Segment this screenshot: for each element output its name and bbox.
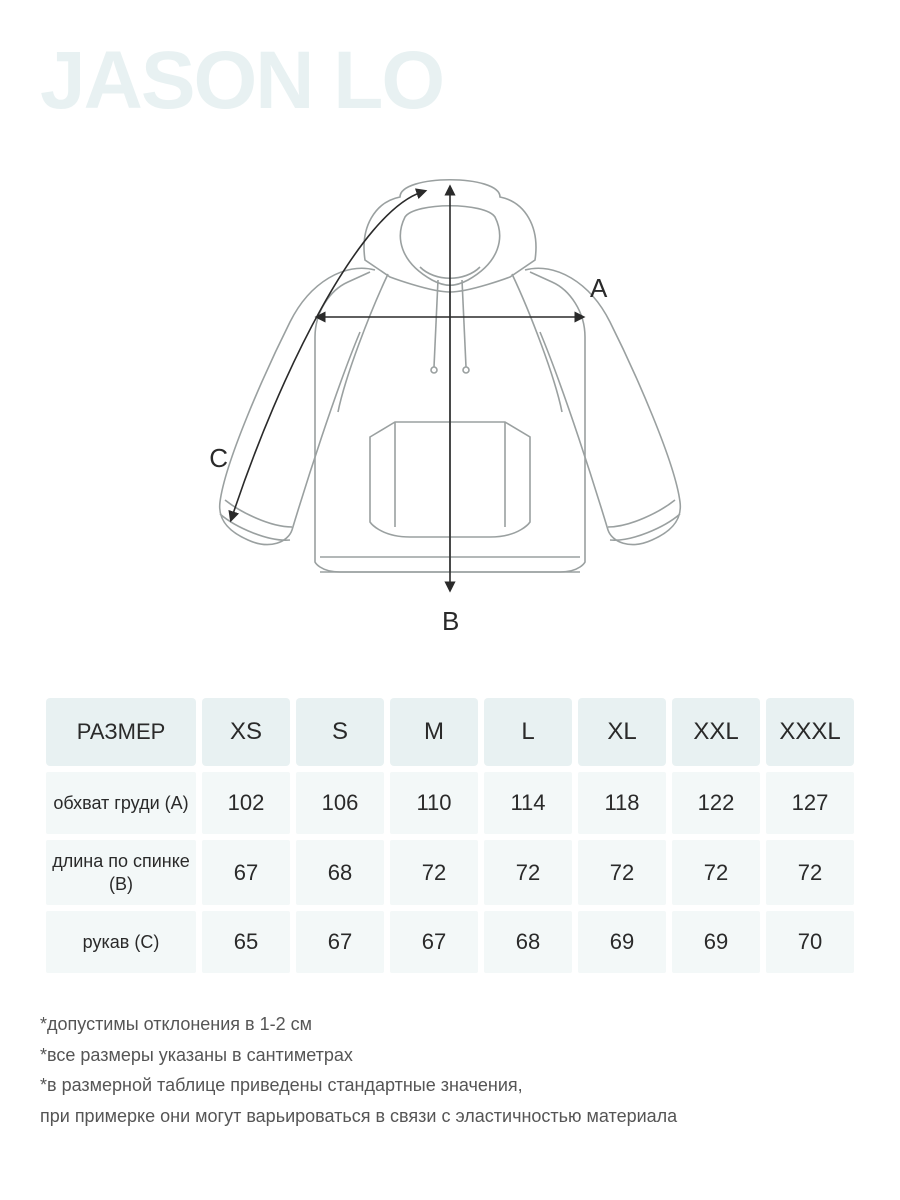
col-header: XS xyxy=(202,698,290,766)
cell: 110 xyxy=(390,772,478,834)
cell: 67 xyxy=(296,911,384,973)
table-row: обхват груди (A) 102 106 110 114 118 122… xyxy=(46,772,854,834)
cell: 102 xyxy=(202,772,290,834)
cell: 122 xyxy=(672,772,760,834)
col-header: S xyxy=(296,698,384,766)
col-header: XXL xyxy=(672,698,760,766)
col-header: XL xyxy=(578,698,666,766)
cell: 69 xyxy=(672,911,760,973)
table-row: рукав (C) 65 67 67 68 69 69 70 xyxy=(46,911,854,973)
cell: 69 xyxy=(578,911,666,973)
cell: 72 xyxy=(578,840,666,905)
note-line: при примерке они могут варьироваться в с… xyxy=(40,1101,860,1132)
cell: 118 xyxy=(578,772,666,834)
cell: 72 xyxy=(672,840,760,905)
note-line: *все размеры указаны в сантиметрах xyxy=(40,1040,860,1071)
notes: *допустимы отклонения в 1-2 см *все разм… xyxy=(40,1009,860,1131)
note-line: *в размерной таблице приведены стандартн… xyxy=(40,1070,860,1101)
table-header-row: РАЗМЕР XS S M L XL XXL XXXL xyxy=(46,698,854,766)
cell: 72 xyxy=(484,840,572,905)
col-header: L xyxy=(484,698,572,766)
hoodie-diagram: A B C xyxy=(40,162,860,662)
cell: 114 xyxy=(484,772,572,834)
cell: 65 xyxy=(202,911,290,973)
cell: 67 xyxy=(390,911,478,973)
cell: 68 xyxy=(484,911,572,973)
diagram-label-a: A xyxy=(590,273,608,303)
row-label: длина по спинке (B) xyxy=(46,840,196,905)
diagram-label-c: C xyxy=(209,443,228,473)
cell: 106 xyxy=(296,772,384,834)
cell: 68 xyxy=(296,840,384,905)
row-label: рукав (C) xyxy=(46,911,196,973)
note-line: *допустимы отклонения в 1-2 см xyxy=(40,1009,860,1040)
cell: 72 xyxy=(390,840,478,905)
cell: 72 xyxy=(766,840,854,905)
col-header: XXXL xyxy=(766,698,854,766)
hoodie-svg: A B C xyxy=(170,162,730,662)
diagram-label-b: B xyxy=(442,606,459,636)
size-table: РАЗМЕР XS S M L XL XXL XXXL обхват груди… xyxy=(40,692,860,979)
col-header: M xyxy=(390,698,478,766)
cell: 127 xyxy=(766,772,854,834)
table-row: длина по спинке (B) 67 68 72 72 72 72 72 xyxy=(46,840,854,905)
row-label: обхват груди (A) xyxy=(46,772,196,834)
cell: 67 xyxy=(202,840,290,905)
cell: 70 xyxy=(766,911,854,973)
brand-watermark: JASON LO xyxy=(40,40,860,122)
col-header: РАЗМЕР xyxy=(46,698,196,766)
